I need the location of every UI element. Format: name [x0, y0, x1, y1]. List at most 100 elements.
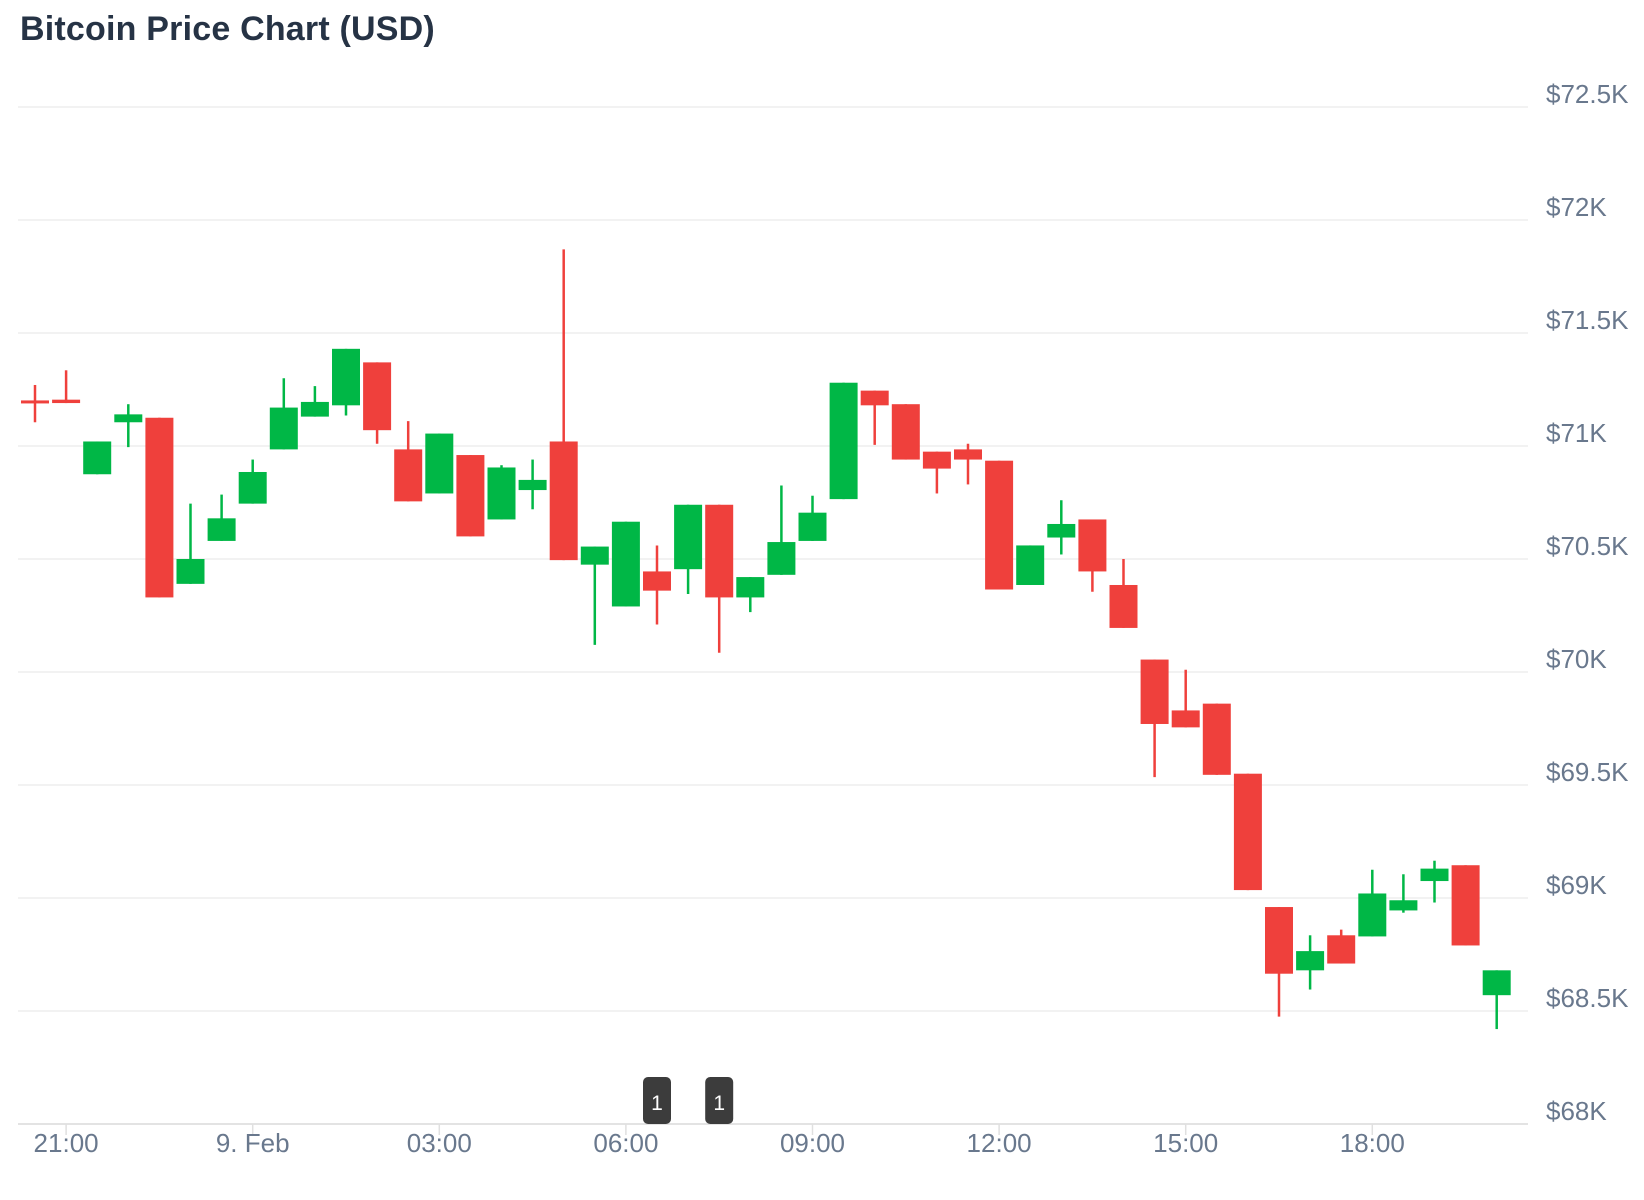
candle-body — [580, 546, 609, 565]
candle[interactable] — [1016, 545, 1045, 585]
candle-body — [1358, 893, 1387, 937]
annotation-badge-label: 1 — [713, 1092, 725, 1115]
candle[interactable] — [332, 348, 360, 416]
candle[interactable] — [83, 441, 112, 475]
candle[interactable] — [1358, 869, 1387, 937]
candle-body — [1265, 907, 1293, 974]
candle-body — [1420, 868, 1449, 882]
candle-body — [954, 449, 982, 460]
annotation-badge-label: 1 — [651, 1092, 663, 1115]
candle-body — [1078, 519, 1107, 572]
candle-body — [1482, 970, 1511, 996]
candle[interactable] — [1233, 773, 1262, 891]
candle[interactable] — [1296, 935, 1325, 990]
candle-body — [611, 521, 640, 607]
candle-body — [114, 414, 143, 423]
candle[interactable] — [736, 577, 765, 613]
candle[interactable] — [1389, 874, 1418, 913]
candle-body — [1296, 951, 1325, 971]
y-axis-label: $72.5K — [1546, 79, 1629, 109]
annotation-badge[interactable]: 1 — [705, 1077, 734, 1124]
candle-body — [176, 559, 205, 584]
candle[interactable] — [207, 494, 236, 541]
candle[interactable] — [985, 460, 1014, 590]
candle[interactable] — [1327, 929, 1356, 964]
candle-body — [487, 467, 516, 520]
candle[interactable] — [456, 455, 485, 537]
candle[interactable] — [674, 504, 703, 595]
y-axis-label: $71K — [1546, 418, 1607, 448]
candle[interactable] — [21, 384, 49, 423]
y-axis-label: $69K — [1546, 870, 1607, 900]
candle[interactable] — [363, 362, 392, 444]
candle-body — [394, 449, 423, 502]
candle[interactable] — [705, 504, 734, 653]
candle-body — [269, 407, 298, 450]
candle-body — [1327, 935, 1356, 964]
x-axis-label: 15:00 — [1153, 1128, 1218, 1158]
candle[interactable] — [611, 521, 640, 607]
candle[interactable] — [860, 390, 889, 445]
candle-body — [1016, 545, 1045, 585]
candle[interactable] — [425, 433, 454, 494]
x-axis-label: 09:00 — [780, 1128, 845, 1158]
candle[interactable] — [1451, 865, 1480, 946]
candle-body — [643, 571, 671, 591]
candle[interactable] — [1202, 703, 1231, 775]
candle[interactable] — [1109, 559, 1138, 628]
candle-body — [829, 382, 858, 500]
candle[interactable] — [767, 485, 796, 575]
candle[interactable] — [145, 417, 174, 598]
x-axis-label: 06:00 — [593, 1128, 658, 1158]
annotation-badge-box — [643, 1077, 671, 1124]
candle[interactable] — [954, 443, 982, 485]
candle[interactable] — [487, 465, 516, 520]
candle[interactable] — [1171, 669, 1200, 728]
candle[interactable] — [176, 503, 205, 584]
candle[interactable] — [1265, 907, 1293, 1017]
candle[interactable] — [798, 495, 827, 541]
candle[interactable] — [238, 459, 267, 504]
candle-body — [985, 460, 1014, 590]
candle-body — [21, 400, 49, 404]
y-axis-label: $71.5K — [1546, 305, 1629, 335]
candle[interactable] — [1047, 500, 1076, 555]
candle-body — [1140, 659, 1169, 724]
candle-body — [1047, 523, 1076, 538]
candle[interactable] — [518, 459, 547, 510]
candle[interactable] — [300, 386, 329, 417]
candle[interactable] — [891, 404, 920, 460]
annotation-badge-box — [705, 1077, 734, 1124]
x-axis-label: 21:00 — [34, 1128, 99, 1158]
candle[interactable] — [1420, 860, 1449, 903]
candle[interactable] — [580, 546, 609, 645]
candle[interactable] — [52, 370, 81, 404]
candle-body — [1389, 900, 1418, 911]
candle-body — [518, 479, 547, 491]
candle-body — [83, 441, 112, 475]
candle-body — [300, 401, 329, 417]
candle[interactable] — [1078, 519, 1107, 592]
candle-body — [1171, 710, 1200, 728]
candle[interactable] — [394, 421, 423, 502]
candle-body — [1451, 865, 1480, 946]
y-axis-label: $70K — [1546, 644, 1607, 674]
candle[interactable] — [1140, 659, 1169, 778]
x-axis-label: 03:00 — [407, 1128, 472, 1158]
y-axis-label: $69.5K — [1546, 757, 1629, 787]
candle[interactable] — [829, 382, 858, 500]
candle[interactable] — [1482, 970, 1511, 1030]
candle-body — [705, 504, 734, 598]
candle-body — [674, 504, 703, 570]
candle[interactable] — [114, 404, 143, 448]
annotation-badge[interactable]: 1 — [643, 1077, 671, 1124]
candle[interactable] — [269, 378, 298, 450]
candle[interactable] — [643, 545, 671, 625]
candle-body — [1109, 584, 1138, 628]
x-axis-label: 9. Feb — [216, 1128, 290, 1158]
candle-body — [363, 362, 392, 431]
candle[interactable] — [922, 451, 951, 494]
candle[interactable] — [549, 249, 578, 561]
